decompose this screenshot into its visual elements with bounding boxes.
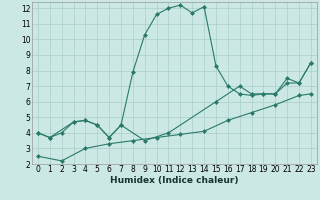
X-axis label: Humidex (Indice chaleur): Humidex (Indice chaleur) xyxy=(110,176,239,185)
